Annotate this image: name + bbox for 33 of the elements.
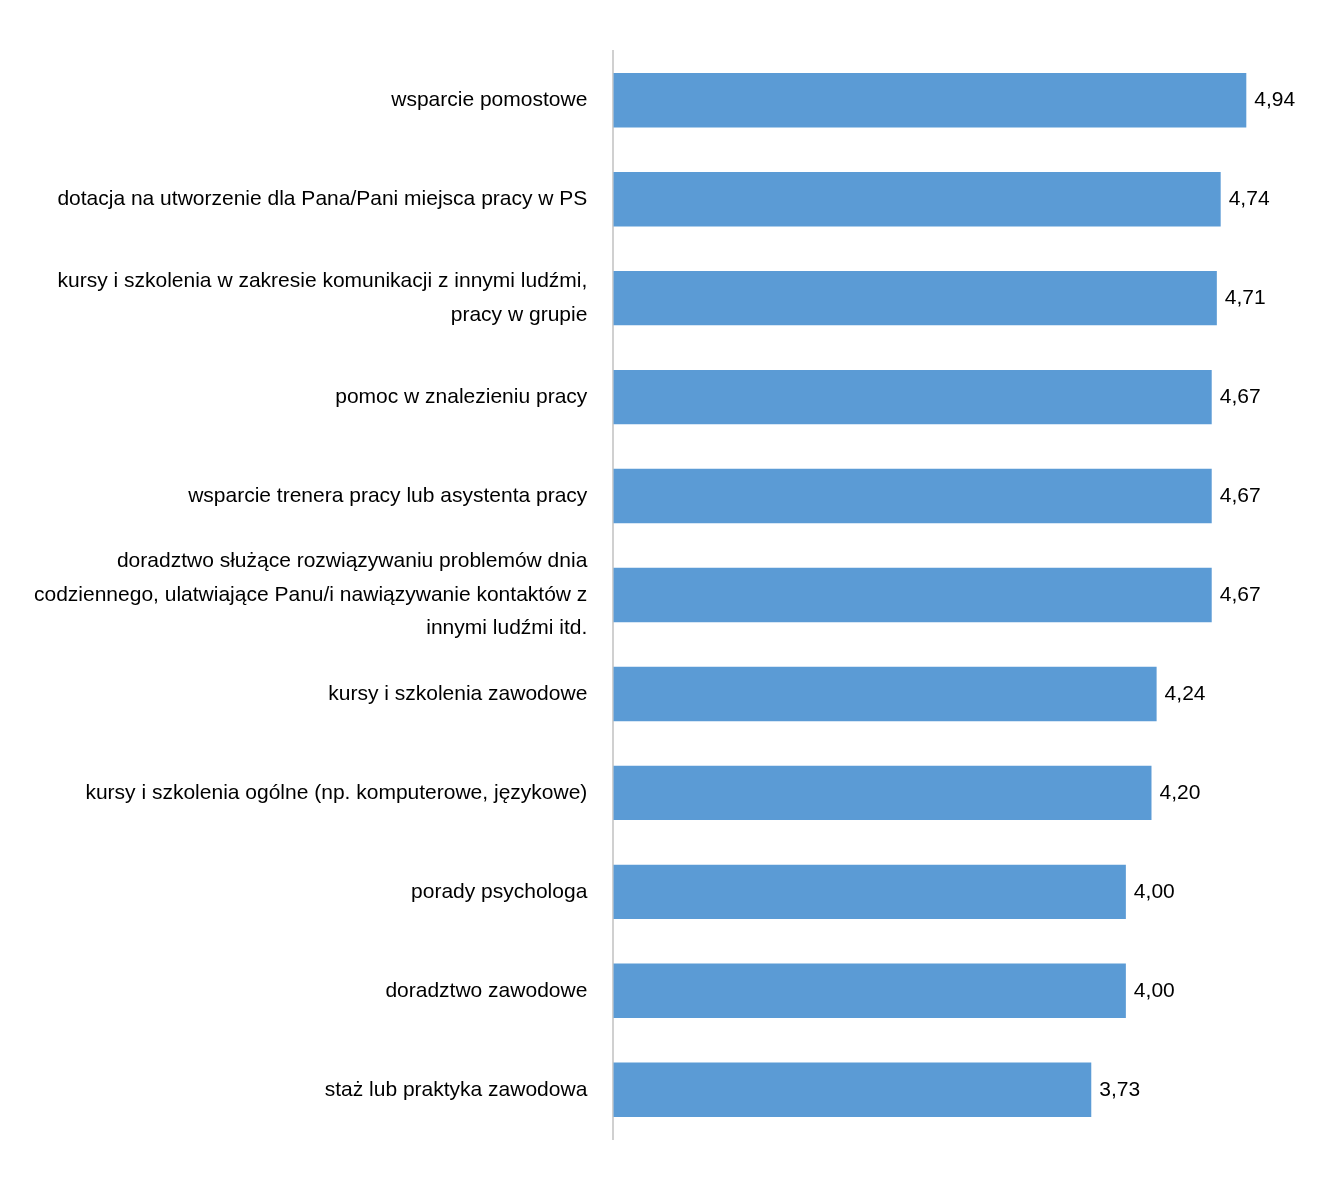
data-label: 4,67 <box>1219 482 1261 506</box>
bar <box>613 963 1126 1018</box>
bar <box>613 270 1217 326</box>
data-label: 4,67 <box>1219 383 1261 407</box>
data-label: 4,71 <box>1224 284 1266 308</box>
bar <box>613 369 1212 425</box>
y-tick-label: pomoc w znalezieniu pracy <box>335 383 588 407</box>
data-label: 4,24 <box>1164 680 1206 704</box>
bar <box>613 1062 1092 1117</box>
y-tick-label: kursy i szkolenia w zakresie komunikacji z innymi ludźmi, pracy w grupie <box>57 268 588 325</box>
bar <box>613 864 1126 920</box>
data-label: 4,00 <box>1133 878 1175 902</box>
y-tick-label: kursy i szkolenia ogólne (np. komputerowe, językowe) <box>85 779 588 803</box>
y-tick-label: kursy i szkolenia zawodowe <box>328 680 588 704</box>
data-label: 4,74 <box>1228 186 1270 210</box>
bar <box>613 468 1212 524</box>
y-tick-label: doradztwo służące rozwiązywaniu problemów dnia codziennego, ulatwiające Panu/i nawiązywanie kontaktów z innymi ludźmi itd. <box>33 548 588 639</box>
data-label: 4,67 <box>1219 581 1261 605</box>
bar <box>613 172 1221 227</box>
data-label: 4,00 <box>1133 977 1175 1001</box>
y-tick-label: doradztwo zawodowe <box>385 977 588 1001</box>
y-tick-label: porady psychologa <box>411 878 588 902</box>
bar <box>613 73 1247 128</box>
bar <box>613 567 1212 623</box>
bar <box>613 765 1152 821</box>
y-tick-label: wsparcie trenera pracy lub asystenta pracy <box>187 482 588 506</box>
y-tick-label: dotacja na utworzenie dla Pana/Pani miejsca pracy w PS <box>57 186 588 210</box>
y-tick-label: staż lub praktyka zawodowa <box>324 1076 588 1100</box>
bar <box>613 666 1157 722</box>
data-label: 4,94 <box>1254 87 1296 111</box>
y-tick-label: wsparcie pomostowe <box>390 87 588 111</box>
data-label: 4,20 <box>1159 779 1201 803</box>
data-label: 3,73 <box>1099 1076 1141 1100</box>
